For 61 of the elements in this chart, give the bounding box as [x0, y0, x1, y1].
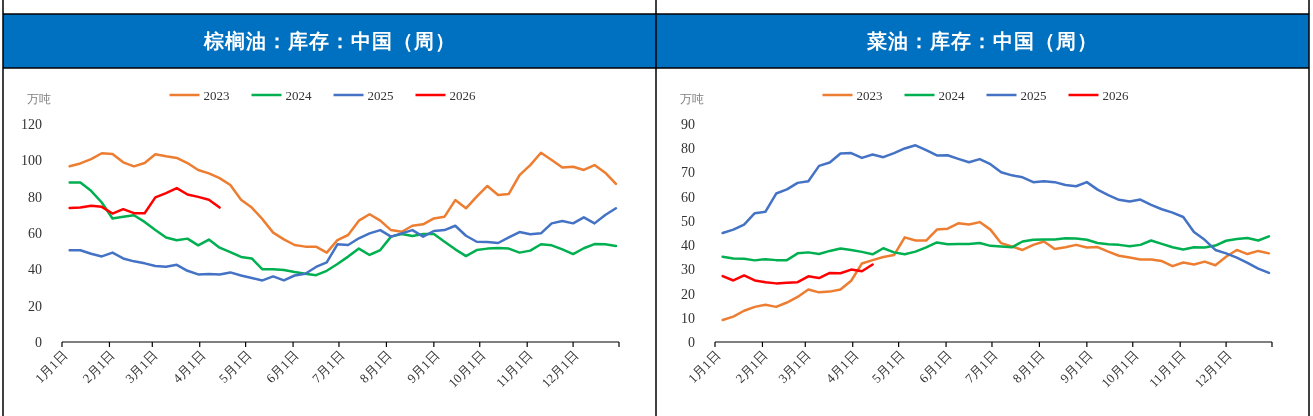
x-tick-label: 1月1日 — [32, 347, 71, 386]
x-tick-label: 11月1日 — [492, 347, 536, 391]
y-tick-label: 60 — [28, 226, 42, 241]
y-tick-label: 0 — [688, 335, 695, 350]
x-tick-label: 4月1日 — [169, 347, 208, 386]
y-tick-label: 90 — [681, 117, 695, 132]
x-tick-label: 11月1日 — [1145, 347, 1189, 391]
x-tick-label: 1月1日 — [685, 347, 724, 386]
legend-label: 2025 — [1020, 88, 1047, 103]
legend-label: 2023 — [203, 88, 230, 103]
y-tick-label: 0 — [35, 335, 42, 350]
x-tick-label: 7月1日 — [309, 347, 348, 386]
x-tick-label: 5月1日 — [215, 347, 254, 386]
line-series — [68, 181, 618, 277]
legend-label: 2026 — [1102, 88, 1129, 103]
line-series — [721, 144, 1271, 275]
y-tick-label: 70 — [681, 165, 695, 181]
y-tick-label: 50 — [681, 213, 695, 229]
y-tick-label: 30 — [681, 262, 695, 278]
x-tick-label: 7月1日 — [962, 347, 1001, 386]
y-tick-label: 80 — [681, 141, 695, 157]
x-tick-label: 10月1日 — [445, 347, 488, 391]
legend-label: 2026 — [449, 88, 476, 103]
x-tick-label: 6月1日 — [263, 347, 302, 386]
x-tick-label: 10月1日 — [1098, 347, 1141, 391]
y-tick-label: 20 — [28, 298, 42, 314]
x-tick-label: 12月1日 — [538, 347, 582, 391]
line-series — [68, 151, 618, 254]
x-tick-label: 12月1日 — [1191, 347, 1235, 391]
x-tick-label: 8月1日 — [1009, 347, 1048, 386]
line-series — [721, 263, 874, 285]
y-tick-label: 20 — [681, 286, 695, 302]
y-axis-title: 万吨 — [27, 92, 51, 106]
x-tick-label: 3月1日 — [775, 347, 814, 386]
x-tick-label: 6月1日 — [916, 347, 955, 386]
y-tick-label: 40 — [681, 238, 695, 254]
x-tick-label: 2月1日 — [79, 347, 118, 386]
y-tick-label: 80 — [28, 189, 42, 205]
legend-label: 2024 — [285, 88, 312, 103]
x-tick-label: 9月1日 — [403, 347, 443, 386]
y-tick-label: 40 — [28, 262, 42, 278]
x-tick-label: 9月1日 — [1056, 347, 1096, 386]
legend-label: 2023 — [856, 88, 883, 103]
line-series — [68, 186, 221, 215]
chart-title: 菜油：库存：中国（周） — [866, 29, 1098, 53]
y-tick-label: 100 — [21, 153, 42, 169]
legend-label: 2025 — [367, 88, 394, 103]
chart-title: 棕榈油：库存：中国（周） — [202, 29, 456, 53]
y-tick-label: 60 — [681, 189, 695, 205]
x-tick-label: 3月1日 — [122, 347, 161, 386]
x-tick-label: 4月1日 — [822, 347, 861, 386]
x-tick-label: 5月1日 — [868, 347, 907, 386]
line-series — [721, 235, 1271, 262]
x-tick-label: 2月1日 — [732, 347, 771, 386]
x-tick-label: 8月1日 — [356, 347, 395, 386]
legend-label: 2024 — [938, 88, 965, 103]
y-tick-label: 10 — [681, 310, 695, 326]
y-axis-title: 万吨 — [680, 92, 704, 106]
y-tick-label: 120 — [21, 117, 42, 132]
line-series — [68, 207, 618, 282]
line-series — [721, 220, 1271, 322]
